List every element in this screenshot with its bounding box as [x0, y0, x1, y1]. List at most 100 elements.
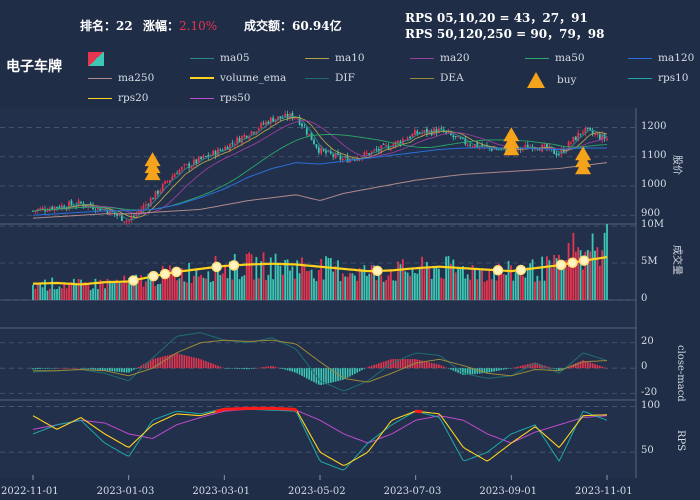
candle-body — [546, 143, 548, 150]
macd-histogram-bar — [514, 367, 517, 369]
legend-item-ma10: ma10 — [305, 52, 365, 64]
macd-histogram-bar — [344, 368, 347, 379]
volume-bar — [113, 281, 116, 300]
macd-histogram-bar — [488, 368, 491, 373]
candle-body — [140, 209, 142, 213]
candle-body — [598, 134, 601, 140]
volume-bar — [161, 265, 164, 300]
macd-histogram-bar — [421, 360, 423, 369]
volume-bar — [144, 281, 147, 300]
volume-bar — [594, 250, 596, 300]
legend-line-swatch — [190, 77, 214, 79]
volume-bar — [488, 268, 491, 300]
legend-item-ma120: ma120 — [628, 52, 694, 64]
candle-body — [104, 209, 106, 211]
volume-bar — [301, 257, 303, 300]
macd-histogram-bar — [173, 353, 176, 369]
candle-body — [245, 135, 248, 138]
macd-histogram-bar — [550, 367, 553, 369]
macd-histogram-bar — [526, 364, 529, 369]
volume-bar — [63, 283, 66, 300]
candle-body — [188, 163, 191, 169]
legend-line-swatch — [305, 57, 329, 59]
volume-bar — [579, 250, 582, 300]
candle-body — [385, 144, 387, 146]
volume-bar — [185, 282, 188, 300]
rps10-line — [32, 407, 608, 471]
macd-histogram-bar — [291, 368, 294, 372]
volume-bar — [137, 281, 140, 300]
macd-histogram-bar — [457, 368, 459, 373]
candle-body — [495, 148, 498, 150]
buy-signal-marker — [144, 152, 161, 167]
macd-histogram-bar — [452, 368, 455, 371]
macd-histogram-bar — [303, 368, 306, 378]
volume-highlight-dot — [148, 270, 159, 282]
macd-histogram-bar — [490, 368, 493, 372]
macd-histogram-bar — [166, 355, 169, 369]
volume-bar — [534, 281, 536, 300]
candle-body — [437, 128, 440, 133]
macd-histogram-bar — [363, 368, 366, 369]
candle-body — [303, 126, 306, 128]
volume-bar — [253, 279, 255, 300]
x-tick-label: 2023-01-03 — [96, 486, 155, 497]
macd-histogram-bar — [366, 367, 368, 369]
macd-histogram-bar — [272, 366, 274, 369]
volume-bar — [365, 275, 368, 300]
macd-histogram-bar — [212, 363, 214, 369]
candle-body — [418, 132, 421, 134]
macd-histogram-bar — [392, 359, 395, 369]
macd-histogram-bar — [181, 354, 183, 369]
ma250-line — [32, 162, 608, 219]
volume-bar — [168, 265, 171, 300]
candle-body — [286, 113, 289, 119]
candle-body — [118, 214, 121, 216]
candle-body — [387, 145, 390, 150]
macd-histogram-bar — [435, 364, 438, 369]
macd-histogram-bar — [245, 368, 248, 370]
volume-bar — [217, 271, 219, 300]
volume-bar — [99, 279, 102, 300]
macd-histogram-bar — [385, 360, 387, 369]
candle-body — [250, 131, 253, 135]
candle-body — [476, 142, 479, 148]
macd-histogram-bar — [598, 365, 601, 369]
macd-histogram-bar — [183, 355, 186, 369]
macd-histogram-bar — [262, 367, 265, 369]
macd-histogram-bar — [596, 364, 599, 369]
candle-body — [272, 117, 275, 122]
volume-bar — [449, 263, 452, 300]
macd-histogram-bar — [56, 368, 58, 369]
macd-histogram-bar — [80, 368, 82, 369]
volume-bar — [377, 272, 380, 300]
macd-histogram-bar — [330, 368, 332, 383]
volume-bar — [44, 279, 46, 300]
sector-name: 电子车牌 — [6, 59, 62, 75]
macd-histogram-bar — [116, 368, 118, 372]
macd-histogram-bar — [351, 368, 354, 376]
volume-bar — [272, 279, 275, 300]
macd-histogram-bar — [94, 368, 97, 370]
macd-histogram-bar — [118, 368, 121, 372]
macd-histogram-bar — [601, 366, 603, 369]
volume-bar — [546, 256, 548, 300]
buy-signal-marker — [575, 146, 592, 161]
candle-body — [579, 133, 582, 135]
volume-bar — [80, 279, 82, 300]
turnover-label: 成交额： — [244, 19, 293, 33]
macd-histogram-bar — [591, 363, 594, 369]
candle-body — [322, 149, 325, 151]
macd-histogram-bar — [416, 359, 419, 369]
candle-body — [478, 146, 481, 148]
candle-body — [229, 143, 231, 152]
macd-histogram-bar — [41, 368, 44, 369]
macd-histogram-bar — [301, 368, 303, 376]
candle-body — [413, 130, 416, 135]
macd-histogram-bar — [255, 368, 258, 369]
macd-histogram-bar — [560, 368, 563, 370]
volume-bar — [606, 224, 608, 300]
macd-histogram-bar — [522, 365, 524, 369]
volume-bar — [498, 263, 500, 300]
volume-bar — [582, 269, 584, 300]
